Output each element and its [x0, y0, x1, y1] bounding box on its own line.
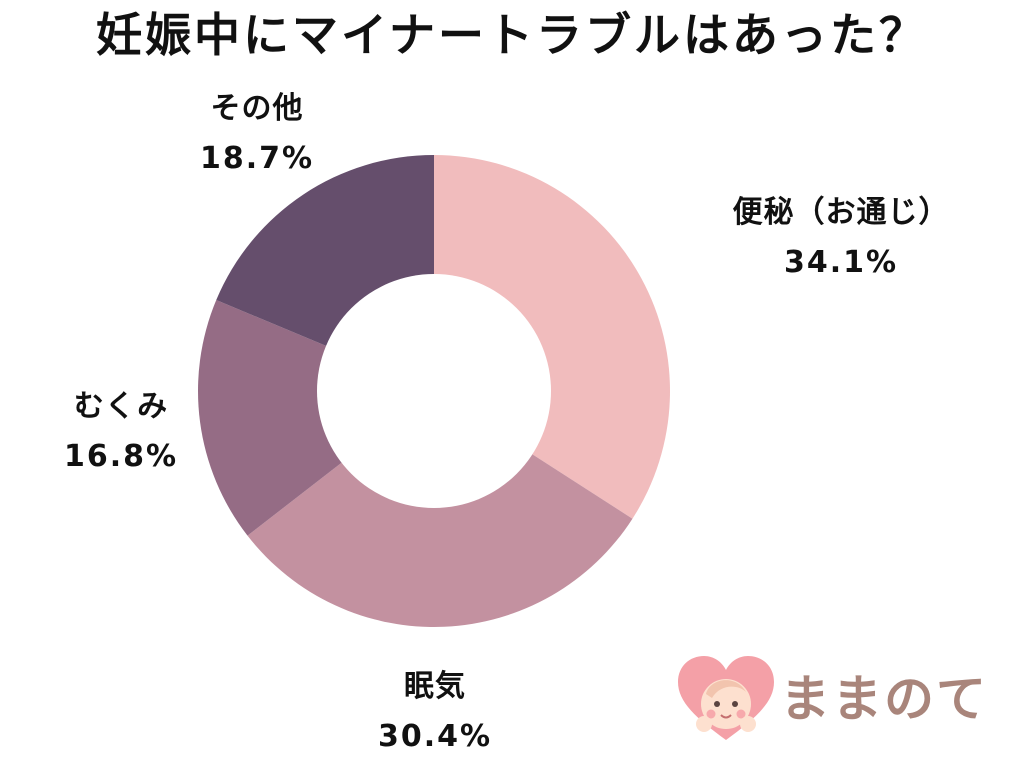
brand-name: ままのて: [780, 670, 988, 728]
slice-label-constipation-value: 34.1%: [783, 245, 899, 280]
brand-logo-area: ままのて: [676, 654, 1016, 744]
slice-sleepiness: [247, 391, 633, 628]
chart-title: 妊娠中にマイナートラブルはあった？: [95, 8, 929, 62]
slice-label-swelling-name: むくみ: [73, 389, 169, 424]
baby-heart-icon: [678, 656, 774, 740]
donut-hole: [317, 274, 551, 508]
slice-label-other-value: 18.7%: [199, 141, 315, 176]
slice-label-other-name: その他: [210, 91, 304, 126]
slice-label-sleepiness-value: 30.4%: [377, 719, 493, 754]
slice-label-sleepiness: 眠気 30.4%: [340, 662, 530, 762]
slice-label-other: その他 18.7%: [182, 84, 332, 184]
slice-label-sleepiness-name: 眠気: [404, 669, 466, 704]
slice-label-swelling-value: 16.8%: [63, 439, 179, 474]
slice-label-constipation-name: 便秘（お通じ）: [732, 195, 950, 230]
slice-swelling: [198, 300, 434, 536]
slice-label-swelling: むくみ 16.8%: [46, 382, 196, 482]
slice-label-constipation: 便秘（お通じ） 34.1%: [696, 188, 986, 288]
